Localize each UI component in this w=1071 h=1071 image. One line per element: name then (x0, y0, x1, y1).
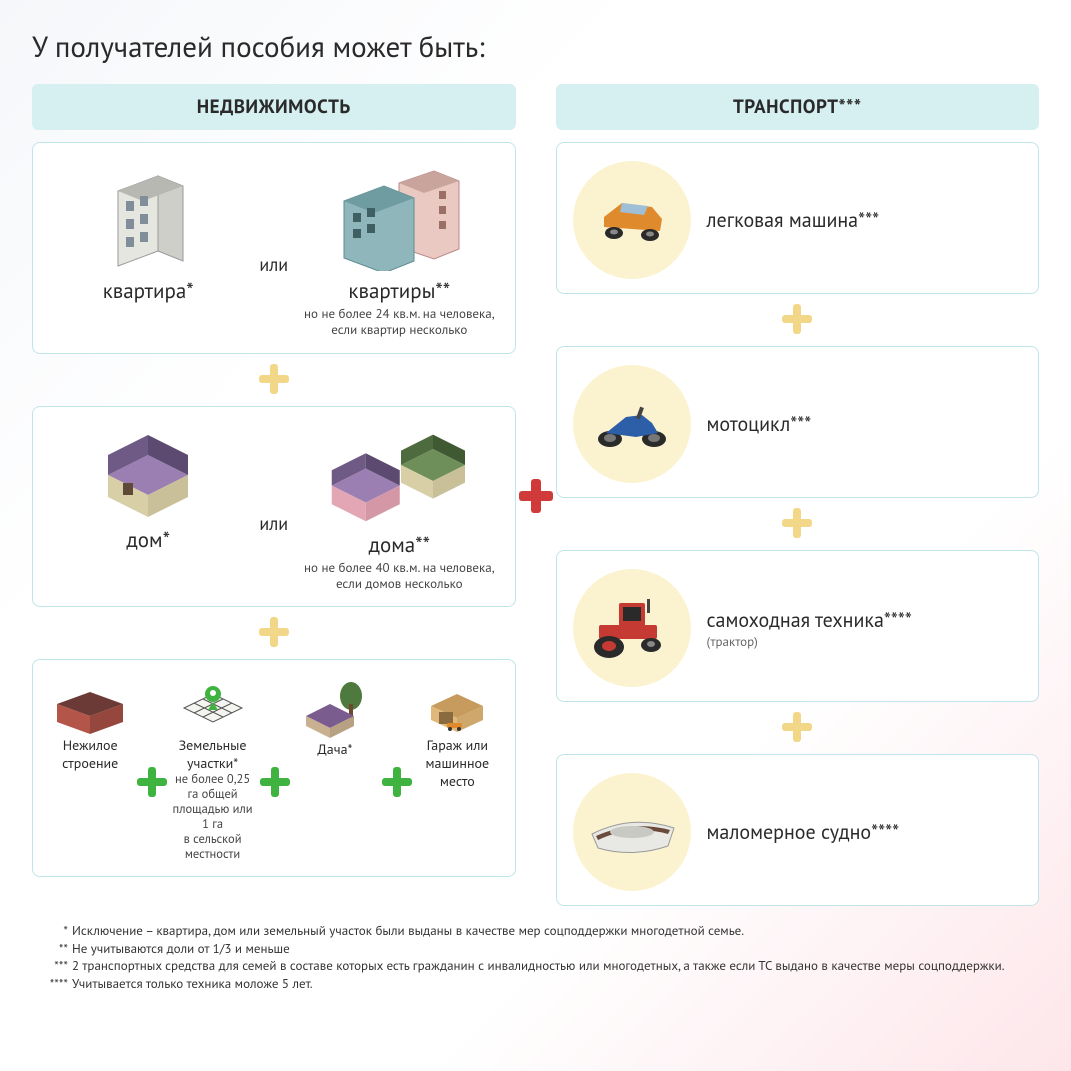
sub-houses-multi: но не более 40 кв.м. на человека, если д… (300, 560, 498, 593)
sub-apartments-multi: но не более 24 кв.м. на человека, если к… (300, 306, 498, 339)
red-plus-icon (517, 477, 555, 515)
label-house-single: дом* (49, 526, 247, 553)
label-apartment-single: квартира* (49, 277, 247, 304)
land-plot-icon (174, 678, 252, 736)
column-connector (516, 84, 556, 906)
header-transport: ТРАНСПОРТ*** (556, 84, 1040, 130)
card-car: легковая машина*** (556, 142, 1040, 294)
plus-icon (382, 767, 410, 795)
item-nonresidential: Нежилое строение (49, 678, 131, 772)
footnotes: *Исключение – квартира, дом или земельны… (32, 922, 1039, 992)
label-houses-multi: дома** (300, 531, 498, 558)
label-car: легковая машина*** (707, 207, 880, 233)
plus-icon (782, 712, 812, 742)
label-tractor: самоходная техника**** (трактор) (707, 607, 912, 650)
icon-circle (573, 773, 691, 891)
label-dacha: Дача* (294, 740, 376, 758)
item-house-single: дом* (49, 425, 247, 553)
item-dacha: Дача* (294, 678, 376, 758)
separator-or: или (259, 223, 288, 276)
label-apartments-multi: квартиры** (300, 277, 498, 304)
label-land: Земельные участки* (171, 736, 253, 772)
item-garage: Гараж или машинное место (416, 678, 498, 790)
houses-icon (319, 425, 479, 525)
card-apartments: квартира* или квартиры** но не более 24 … (32, 142, 516, 354)
item-apartments-multi: квартиры** но не более 24 кв.м. на челов… (300, 161, 498, 339)
tractor-icon (585, 593, 679, 663)
icon-circle (573, 569, 691, 687)
page-title: У получателей пособия может быть: (32, 28, 1039, 66)
plus-icon (782, 304, 812, 334)
footnote-1: *Исключение – квартира, дом или земельны… (32, 922, 1039, 940)
label-nonresidential: Нежилое строение (49, 736, 131, 772)
plus-icon (259, 617, 289, 647)
plus-icon (137, 767, 165, 795)
card-houses: дом* или дома** но не более 40 кв.м. на … (32, 406, 516, 608)
icon-circle (573, 365, 691, 483)
plus-icon (782, 508, 812, 538)
footnote-4: ****Учитывается только техника моложе 5 … (32, 975, 1039, 993)
item-apartment-single: квартира* (49, 161, 247, 304)
plus-icon (260, 767, 288, 795)
label-garage: Гараж или машинное место (416, 736, 498, 790)
card-other-property: Нежилое строение Земельные участки* не б… (32, 659, 516, 877)
item-land: Земельные участки* не более 0,25 га обще… (171, 678, 253, 862)
motorcycle-icon (586, 393, 678, 455)
sub-land: не более 0,25 га общей площадью или 1 га… (171, 772, 253, 862)
dacha-icon (296, 678, 374, 740)
separator-or: или (259, 482, 288, 535)
header-real-estate: НЕДВИЖИМОСТЬ (32, 84, 516, 130)
garage-icon (423, 678, 491, 736)
item-houses-multi: дома** но не более 40 кв.м. на человека,… (300, 425, 498, 593)
icon-circle (573, 161, 691, 279)
house-icon (93, 425, 203, 520)
column-transport: ТРАНСПОРТ*** легковая машина*** (556, 84, 1040, 906)
label-boat: маломерное судно**** (707, 819, 900, 845)
label-motorcycle: мотоцикл*** (707, 411, 812, 437)
plus-icon (259, 364, 289, 394)
card-boat: маломерное судно**** (556, 754, 1040, 906)
barn-icon (51, 678, 129, 736)
card-tractor: самоходная техника**** (трактор) (556, 550, 1040, 702)
apartments-buildings-icon (329, 161, 469, 271)
apartment-building-icon (98, 161, 198, 271)
card-motorcycle: мотоцикл*** (556, 346, 1040, 498)
boat-icon (582, 804, 682, 860)
footnote-2: **Не учитываются доли от 1/3 и меньше (32, 940, 1039, 958)
main-grid: НЕДВИЖИМОСТЬ квартира* или (32, 84, 1039, 906)
footnote-3: ***2 транспортных средства для семей в с… (32, 957, 1039, 975)
car-icon (586, 189, 678, 251)
column-real-estate: НЕДВИЖИМОСТЬ квартира* или (32, 84, 516, 906)
